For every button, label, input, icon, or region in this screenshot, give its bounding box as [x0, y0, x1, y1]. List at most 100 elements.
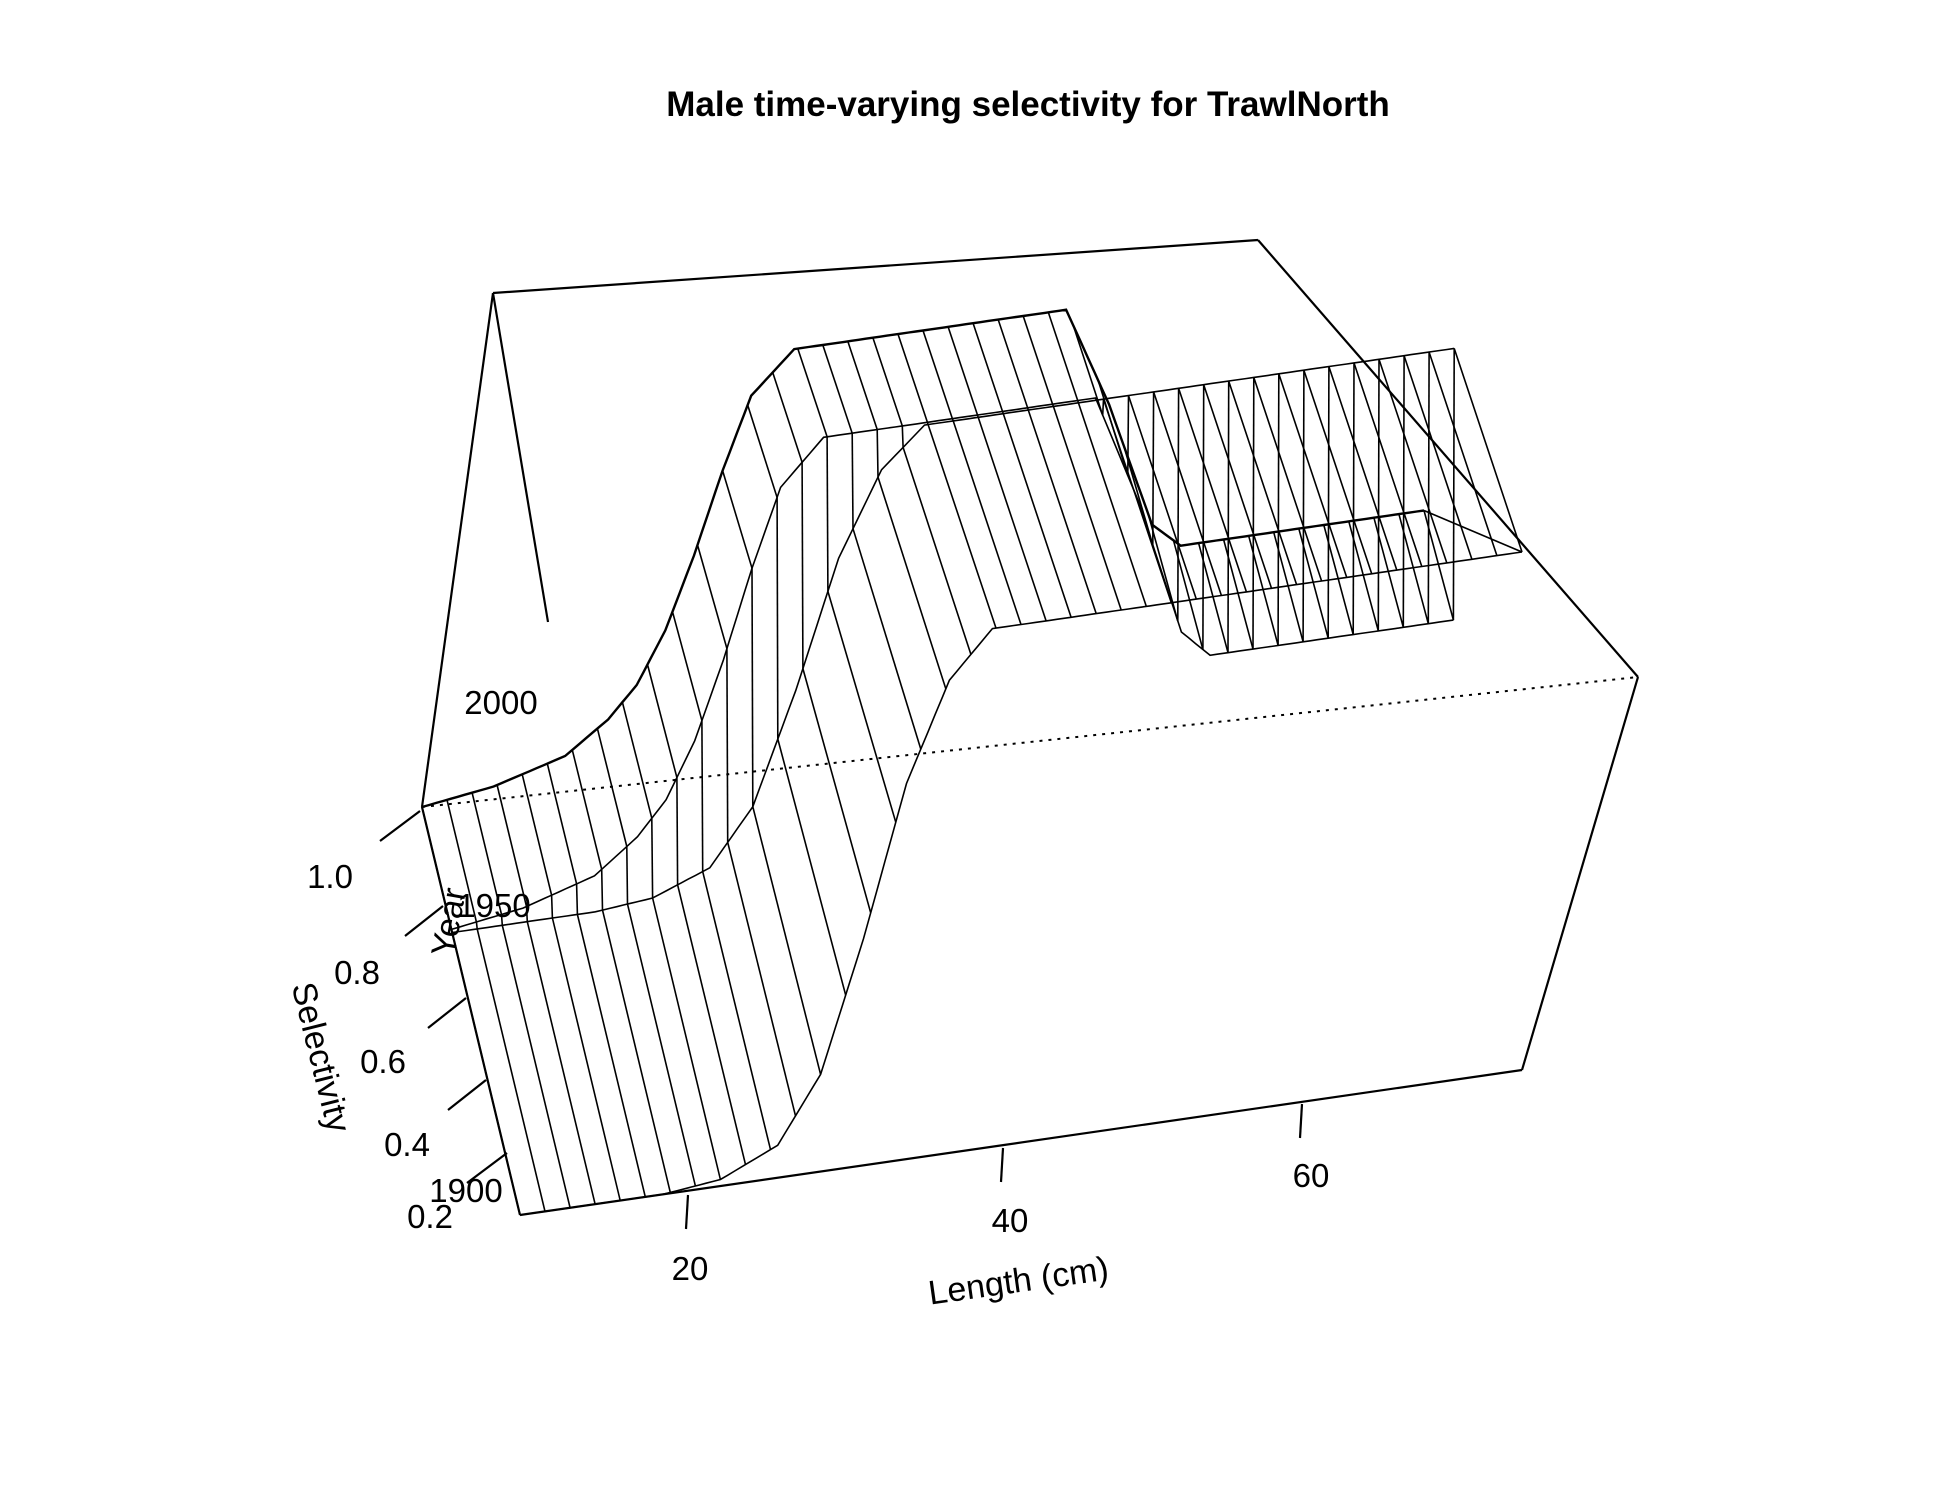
surface-grid-line — [872, 337, 904, 427]
surface-grid-line — [797, 348, 828, 438]
box-edge-right-front — [1520, 676, 1640, 1071]
surface-grid-line — [997, 319, 1029, 409]
z-tick-0.4 — [447, 1079, 487, 1111]
surface-grid-line — [972, 322, 1004, 412]
surface-grid-line — [947, 326, 979, 416]
surface-step-line — [676, 777, 679, 885]
surface-grid-line — [696, 544, 728, 649]
surface-grid-line — [596, 728, 628, 847]
surface-grid-line — [1278, 373, 1348, 578]
surface-step-line — [1051, 403, 1055, 407]
surface-step-line — [776, 497, 779, 740]
z-tick-label-1.0: 1.0 — [307, 858, 353, 895]
z-axis-title: Selectivity — [284, 978, 358, 1136]
surface-grid-line — [771, 372, 803, 463]
x-axis-title: Length (cm) — [926, 1250, 1111, 1313]
surface-grid-line — [446, 799, 478, 923]
surface-grid-line — [501, 925, 571, 1208]
surface-grid-line — [1072, 325, 1104, 416]
surface-grid-line — [626, 903, 697, 1187]
surface-grid-line — [546, 763, 578, 885]
surface-grid-line — [476, 928, 546, 1212]
z-tick-0.8 — [404, 905, 444, 937]
z-tick-1.0 — [379, 810, 421, 842]
surface-step-line — [1252, 377, 1255, 650]
surface-grid-line — [571, 749, 603, 870]
surface-step-line — [575, 883, 579, 915]
surface-grid-line — [576, 914, 647, 1198]
surface-grid-line — [902, 447, 972, 655]
surface-grid-line — [746, 404, 778, 498]
surface-grid-line — [1303, 369, 1373, 575]
surface-step-line — [1177, 388, 1180, 622]
surface-step-line — [1127, 395, 1130, 476]
surface-step-line — [1452, 348, 1455, 621]
surface-step-line — [1152, 391, 1155, 545]
surface-grid-line — [877, 476, 947, 690]
z-tick-0.2 — [466, 1152, 508, 1184]
surface-step-line — [500, 914, 504, 926]
surface-step-line — [801, 462, 804, 669]
surface-grid-line — [777, 738, 847, 996]
surface-step-line — [751, 568, 754, 807]
surface-step-line — [475, 921, 478, 929]
surface-step-line — [1427, 352, 1430, 624]
surface-right-border — [1423, 509, 1523, 553]
surface-step-line — [1327, 366, 1330, 639]
surface-grid-line — [1453, 348, 1523, 553]
surface-grid-line — [601, 909, 672, 1193]
surface-grid-line — [897, 333, 929, 423]
surface-grid-line — [1202, 384, 1273, 589]
x-tick-label-40: 40 — [992, 1202, 1029, 1239]
surface-step-line — [1227, 381, 1230, 653]
surface-step-line — [1352, 362, 1355, 635]
chart-title: Male time-varying selectivity for TrawlN… — [666, 85, 1390, 124]
surface-grid-line — [671, 611, 703, 721]
box-edge-left-front — [420, 806, 522, 1216]
surface-grid-line — [822, 344, 853, 434]
surface-grid-line — [1152, 391, 1223, 596]
surface-grid-line — [1052, 406, 1122, 611]
surface-grid-line — [1177, 388, 1248, 593]
z-tick-label-0.2: 0.2 — [407, 1198, 453, 1235]
z-tick-0.6 — [427, 997, 467, 1029]
surface-grid-line — [952, 420, 1022, 625]
surface-grid-line — [551, 917, 621, 1201]
surface-step-line — [1377, 359, 1380, 631]
surface-grid-line — [1027, 409, 1097, 614]
surface-grid-line — [726, 842, 797, 1116]
box-edge-right-back — [1257, 239, 1639, 678]
surface-grid-line — [721, 470, 753, 569]
surface-step-line — [550, 895, 554, 919]
selectivity-surface — [421, 308, 1523, 1216]
surface-edge-profile-1-start — [519, 551, 1523, 1216]
surface-step-line — [1026, 407, 1030, 411]
surface-grid-line — [521, 774, 553, 896]
surface-edge-profile-2-end — [421, 308, 1425, 809]
surface-step-line — [1302, 370, 1305, 642]
x-tick-label-20: 20 — [672, 1250, 709, 1287]
surface-grid-line — [1097, 380, 1129, 476]
length-axis: 20 40 60 Length (cm) — [672, 1103, 1329, 1313]
surface-grid-line — [1353, 362, 1423, 567]
z-tick-label-0.4: 0.4 — [384, 1126, 430, 1163]
surface-step-line — [1402, 355, 1405, 628]
z-tick-label-0.8: 0.8 — [334, 954, 380, 991]
surface-step-line — [1277, 373, 1280, 646]
surface-grid-line — [1403, 355, 1473, 560]
surface-step-line — [976, 414, 979, 418]
surface-grid-line — [1127, 395, 1198, 600]
surface-grid-line — [1227, 380, 1298, 585]
surface-step-line — [901, 425, 904, 448]
surface-step-line — [626, 846, 629, 905]
surface-grid-line — [1428, 351, 1498, 556]
surface-step-line — [1076, 400, 1080, 404]
y-axis-title: Year — [424, 885, 473, 959]
surface-step-line — [726, 648, 729, 843]
z-tick-label-0.6: 0.6 — [360, 1043, 406, 1080]
y-tick-label-1950: 1950 — [457, 887, 530, 924]
x-tick-20 — [684, 1194, 690, 1230]
surface-step-line — [951, 418, 954, 422]
year-axis: 1900 1950 2000 Year — [424, 684, 537, 1209]
